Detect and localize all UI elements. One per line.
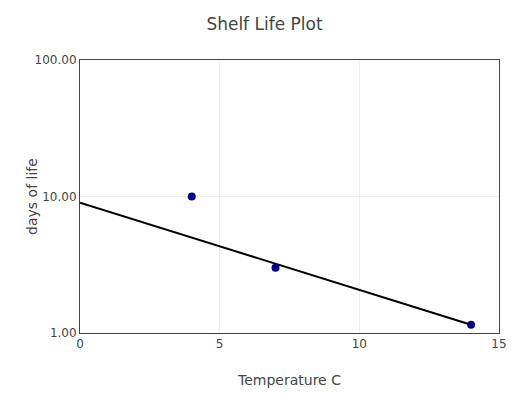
- svg-text:days of life: days of life: [24, 158, 40, 235]
- svg-text:10: 10: [352, 337, 367, 351]
- svg-text:5: 5: [216, 337, 224, 351]
- svg-text:100.00: 100.00: [35, 53, 77, 67]
- svg-text:10.00: 10.00: [42, 190, 76, 204]
- svg-text:1.00: 1.00: [50, 326, 77, 340]
- svg-text:15: 15: [491, 337, 506, 351]
- svg-text:0: 0: [76, 337, 84, 351]
- svg-text:Temperature C: Temperature C: [237, 372, 341, 388]
- svg-text:Shelf Life Plot: Shelf Life Plot: [206, 14, 323, 34]
